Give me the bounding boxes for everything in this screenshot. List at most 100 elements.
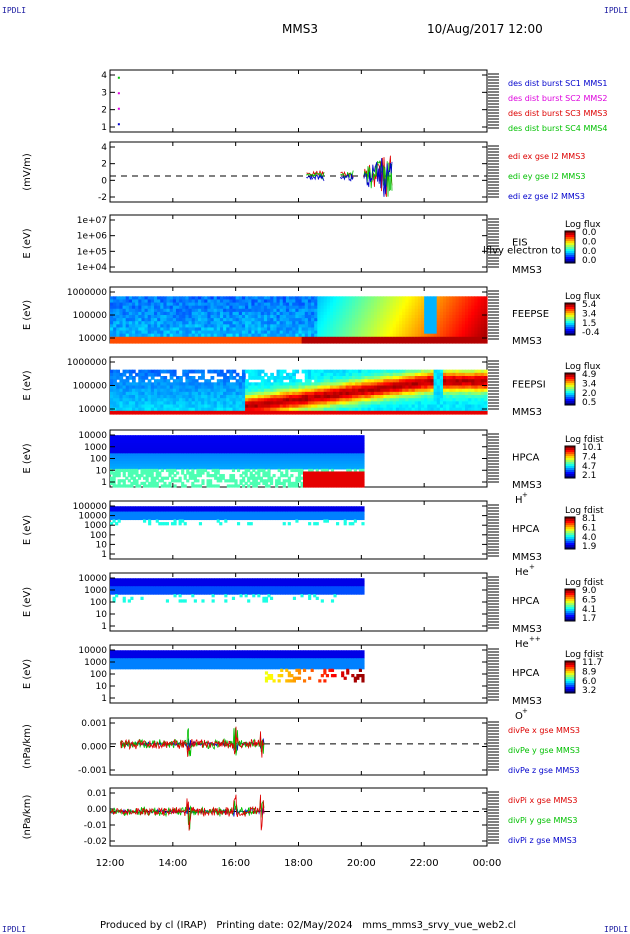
spectrogram-cell xyxy=(122,463,126,467)
spectrogram-cell xyxy=(272,450,276,454)
spectrogram-cell xyxy=(239,442,243,447)
spectrogram-cell xyxy=(465,339,469,344)
spectrogram-cell xyxy=(150,445,154,449)
spectrogram-cell xyxy=(263,391,268,396)
spectrogram-cell xyxy=(188,379,193,383)
spectrogram-cell xyxy=(449,327,454,332)
spectrogram-cell xyxy=(298,330,303,335)
spectrogram-cell xyxy=(201,318,205,322)
spectrogram-cell xyxy=(122,379,127,383)
spectrogram-cell xyxy=(238,336,243,341)
spectrogram-cell xyxy=(203,442,208,447)
spectrogram-cell xyxy=(252,445,256,449)
spectrogram-cell xyxy=(238,333,243,338)
spectrogram-cell xyxy=(317,305,322,310)
spectrogram-cell xyxy=(223,391,227,396)
spectrogram-cell xyxy=(373,336,378,341)
spectrogram-cell xyxy=(348,311,353,316)
spectrogram-cell xyxy=(326,410,331,415)
spectrogram-cell xyxy=(157,385,161,390)
spectrogram-cell xyxy=(207,333,212,338)
spectrogram-cell xyxy=(183,437,187,441)
spectrogram-cell xyxy=(232,308,237,313)
spectrogram-cell xyxy=(207,382,212,387)
spectrogram-cell xyxy=(140,453,144,457)
spectrogram-cell xyxy=(234,481,238,486)
spectrogram-cell xyxy=(216,372,221,377)
spectrogram-cell xyxy=(282,453,286,457)
spectrogram-cell xyxy=(395,376,400,380)
spectrogram-cell xyxy=(282,327,287,332)
spectrogram-cell xyxy=(241,339,246,344)
spectrogram-cell xyxy=(135,299,139,304)
spectrogram-cell xyxy=(386,410,391,415)
spectrogram-cell xyxy=(264,466,269,470)
spectrogram-cell xyxy=(290,474,294,478)
spectrogram-cell xyxy=(323,379,328,383)
spectrogram-cell xyxy=(221,476,225,480)
spectrogram-cell xyxy=(468,339,472,344)
spectrogram-cell xyxy=(245,330,249,335)
spectrogram-cell xyxy=(279,339,284,344)
spectrogram-cell xyxy=(264,461,269,465)
spectrogram-cell xyxy=(135,450,139,454)
spectrogram-cell xyxy=(311,369,315,374)
spectrogram-cell xyxy=(339,318,344,322)
spectrogram-cell xyxy=(247,435,251,439)
spectrogram-cell xyxy=(128,302,133,307)
spectrogram-cell xyxy=(132,463,136,467)
spectrogram-cell xyxy=(364,296,369,301)
spectrogram-cell xyxy=(122,461,126,465)
spectrogram-cell xyxy=(216,484,220,488)
spectrogram-cell xyxy=(186,466,190,470)
spectrogram-cell xyxy=(289,379,293,383)
spectrogram-cell xyxy=(314,308,318,313)
spectrogram-cell xyxy=(191,327,196,332)
spectrogram-cell xyxy=(449,308,454,313)
spectrogram-cell xyxy=(380,336,384,341)
spectrogram-cell xyxy=(361,382,366,387)
spectrogram-cell xyxy=(235,330,240,335)
spectrogram-cell xyxy=(157,333,161,338)
spectrogram-cell xyxy=(345,404,350,409)
spectrogram-cell xyxy=(176,458,180,462)
spectrogram-cell xyxy=(203,463,208,467)
spectrogram-cell xyxy=(223,385,227,390)
spectrogram-cell xyxy=(370,391,375,396)
spectrogram-cell xyxy=(471,379,476,383)
spectrogram-cell xyxy=(128,398,133,402)
spectrogram-cell xyxy=(115,461,119,465)
spectrogram-cell xyxy=(138,299,143,304)
spectrogram-cell xyxy=(270,311,274,316)
spectrogram-cell xyxy=(259,463,263,467)
spectrogram-cell xyxy=(275,437,279,441)
spectrogram-cell xyxy=(157,391,161,396)
colorbar-swatch xyxy=(565,245,575,248)
spectrogram-cell xyxy=(181,466,185,470)
spectrogram-cell xyxy=(229,461,233,465)
spectrogram-cell xyxy=(483,315,488,319)
spectrogram-cell xyxy=(252,458,256,462)
spectrogram-cell xyxy=(125,324,130,329)
spectrogram-cell xyxy=(260,382,265,387)
spectrogram-cell xyxy=(193,466,197,470)
spectrogram-cell xyxy=(132,476,136,480)
spectrogram-cell xyxy=(122,336,127,341)
spectrogram-cell xyxy=(188,321,193,325)
spectrogram-cell xyxy=(279,321,284,325)
spectrogram-cell xyxy=(137,466,142,470)
spectrogram-cell xyxy=(364,327,369,332)
spectrogram-cell xyxy=(128,395,133,399)
spectrogram-cell xyxy=(247,440,251,444)
spectrogram-cell xyxy=(210,315,215,319)
spectrogram-cell xyxy=(373,404,378,409)
spectrogram-cell xyxy=(110,324,114,329)
spectrogram-cell xyxy=(122,442,126,447)
spectrogram-cell xyxy=(127,455,131,460)
spectrogram-cell xyxy=(191,308,196,313)
spectrogram-cell xyxy=(452,369,457,374)
spectrogram-cell xyxy=(247,445,251,449)
spectrogram-cell xyxy=(461,333,466,338)
spectrogram-cell xyxy=(351,339,356,344)
spectrogram-cell xyxy=(245,327,249,332)
